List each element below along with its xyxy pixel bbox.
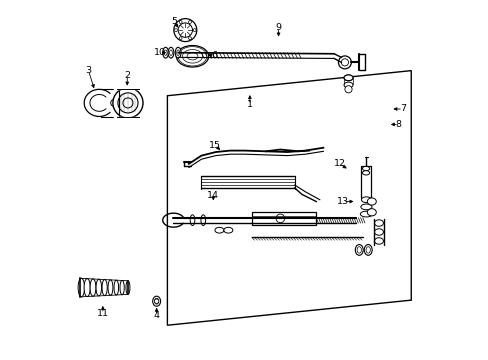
Ellipse shape (126, 281, 130, 294)
Ellipse shape (84, 279, 90, 297)
Circle shape (174, 29, 177, 32)
Ellipse shape (154, 298, 159, 304)
Ellipse shape (190, 215, 194, 226)
Ellipse shape (182, 50, 202, 63)
Ellipse shape (360, 204, 371, 210)
Ellipse shape (201, 215, 205, 226)
Ellipse shape (178, 46, 206, 66)
Text: 12: 12 (333, 159, 345, 168)
Ellipse shape (355, 244, 363, 255)
Text: 5: 5 (171, 17, 177, 26)
Ellipse shape (187, 53, 198, 60)
Ellipse shape (169, 50, 172, 55)
Circle shape (179, 21, 182, 23)
Ellipse shape (90, 279, 96, 296)
Ellipse shape (214, 227, 224, 233)
Text: 9: 9 (275, 23, 281, 32)
Text: 7: 7 (399, 104, 405, 113)
Ellipse shape (164, 50, 167, 55)
Ellipse shape (374, 229, 383, 235)
Ellipse shape (108, 280, 113, 295)
Ellipse shape (182, 50, 202, 63)
Ellipse shape (374, 238, 383, 244)
Bar (251, 212, 316, 225)
Circle shape (178, 23, 192, 37)
Ellipse shape (120, 280, 124, 295)
Circle shape (344, 86, 351, 93)
Text: 4: 4 (153, 311, 159, 320)
Ellipse shape (362, 166, 369, 171)
Ellipse shape (356, 247, 361, 253)
Text: 6: 6 (211, 51, 217, 60)
Ellipse shape (344, 82, 352, 88)
Circle shape (276, 214, 284, 223)
Ellipse shape (78, 278, 84, 297)
Circle shape (338, 56, 351, 69)
Bar (360, 166, 370, 198)
Text: 3: 3 (85, 66, 91, 75)
Ellipse shape (179, 48, 205, 65)
Circle shape (118, 93, 138, 113)
Circle shape (193, 29, 196, 32)
Text: 8: 8 (395, 120, 401, 129)
Ellipse shape (344, 75, 352, 81)
Circle shape (188, 21, 191, 23)
Circle shape (179, 37, 182, 40)
Ellipse shape (366, 209, 376, 216)
Text: 11: 11 (97, 309, 109, 318)
Ellipse shape (175, 47, 181, 58)
Text: 1: 1 (246, 100, 252, 109)
Ellipse shape (96, 279, 102, 296)
Circle shape (154, 299, 159, 303)
Text: 13: 13 (336, 197, 348, 206)
Text: 10: 10 (154, 48, 166, 57)
Ellipse shape (344, 75, 352, 81)
Ellipse shape (366, 198, 376, 205)
Ellipse shape (374, 220, 383, 226)
Ellipse shape (114, 280, 119, 295)
Ellipse shape (224, 227, 232, 233)
Text: 2: 2 (124, 71, 130, 80)
Ellipse shape (361, 197, 371, 203)
Ellipse shape (360, 211, 372, 217)
Text: 15: 15 (209, 141, 221, 150)
Text: 14: 14 (207, 191, 219, 200)
Circle shape (122, 98, 133, 108)
Ellipse shape (364, 244, 371, 255)
Ellipse shape (366, 247, 369, 253)
Ellipse shape (362, 171, 369, 175)
Circle shape (341, 59, 348, 66)
Ellipse shape (176, 50, 179, 55)
Ellipse shape (163, 47, 168, 58)
Ellipse shape (152, 296, 160, 306)
Circle shape (110, 99, 118, 107)
Ellipse shape (168, 47, 174, 58)
Circle shape (174, 19, 196, 41)
Circle shape (113, 88, 142, 118)
Ellipse shape (102, 279, 107, 296)
Circle shape (188, 37, 191, 40)
Ellipse shape (176, 45, 208, 67)
